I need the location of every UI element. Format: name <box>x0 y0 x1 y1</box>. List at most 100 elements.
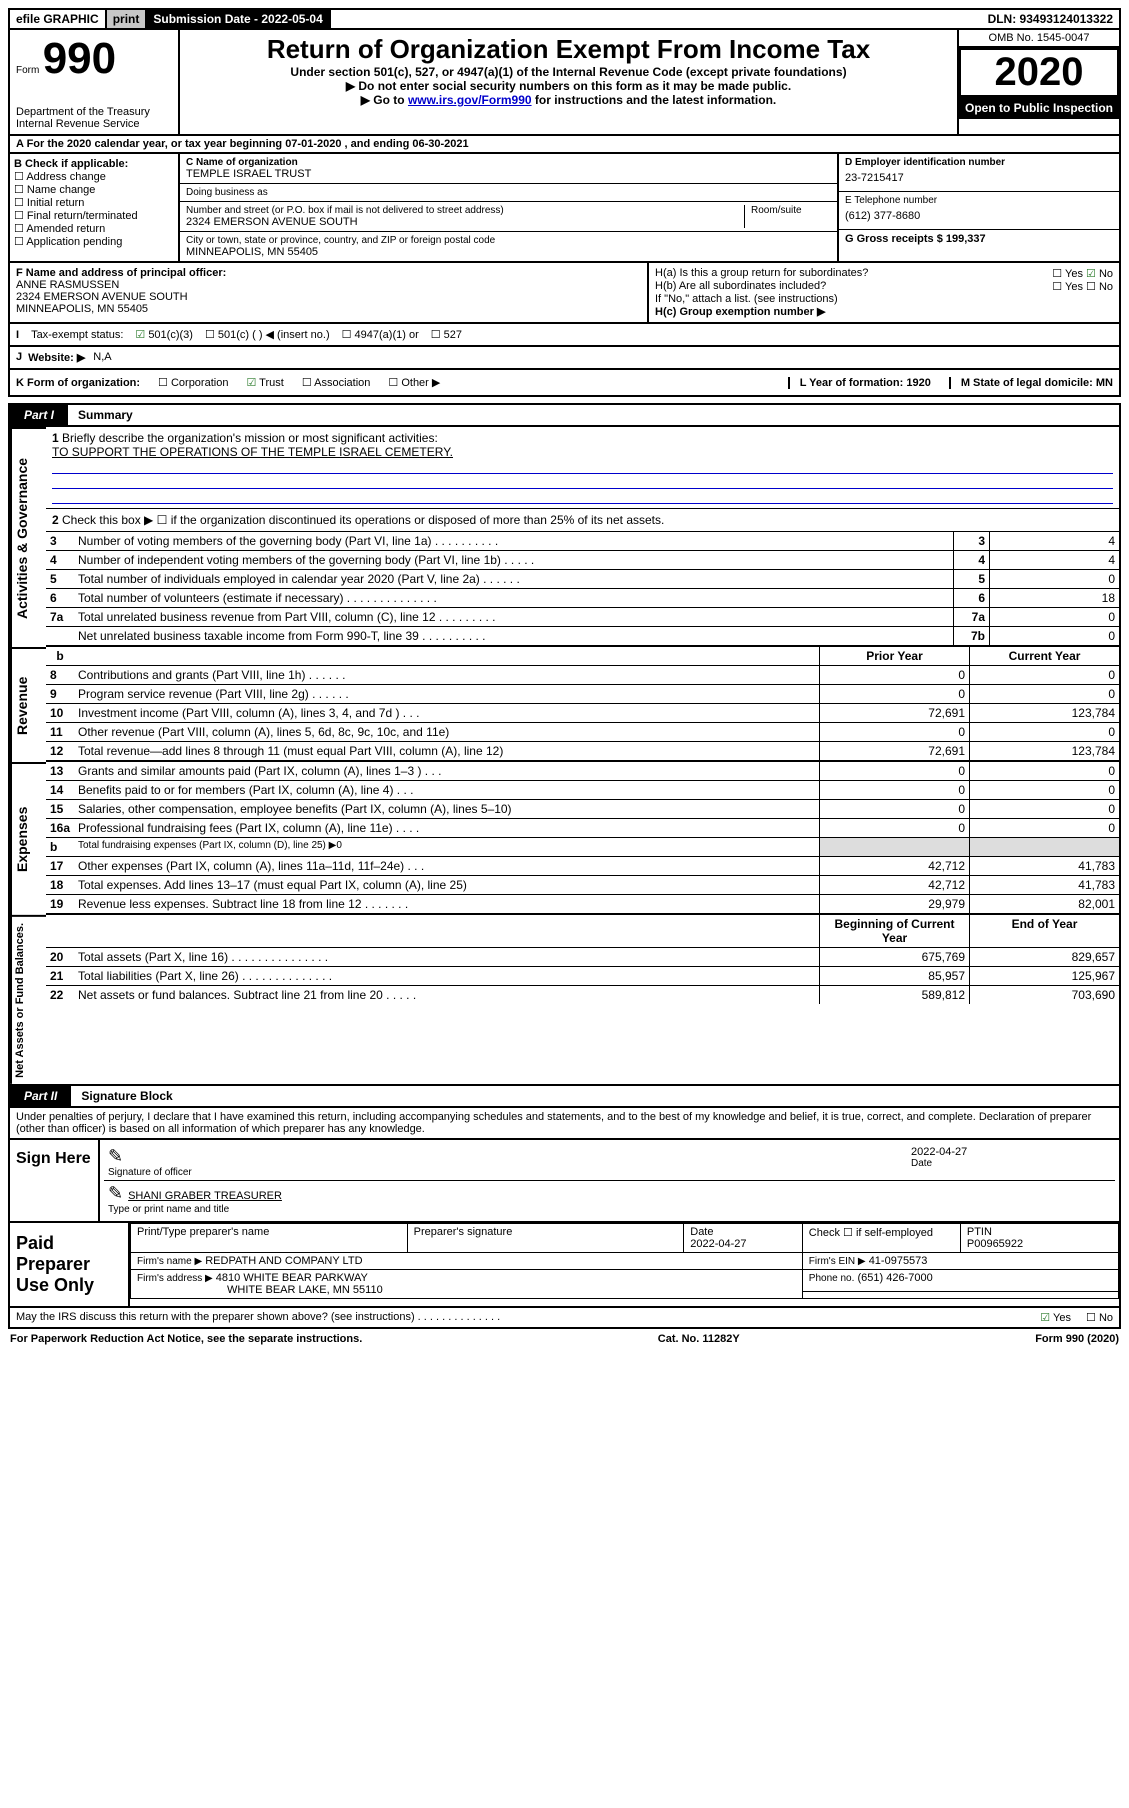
website-label: Website: ▶ <box>28 351 85 364</box>
line-text: Number of independent voting members of … <box>74 551 953 569</box>
tax-year: 2020 <box>959 48 1119 97</box>
chk-527[interactable]: 527 <box>431 328 462 341</box>
firm-ein-label: Firm's EIN ▶ <box>809 1256 866 1267</box>
line-text: Contributions and grants (Part VIII, lin… <box>74 666 819 684</box>
governance-label: Activities & Governance <box>10 427 46 647</box>
line-num: 7a <box>46 608 74 626</box>
print-button[interactable]: print <box>107 10 148 28</box>
part-ii-header: Part II Signature Block <box>8 1086 1121 1108</box>
hb-no[interactable]: No <box>1086 281 1113 293</box>
ha-yes[interactable]: Yes <box>1052 268 1083 280</box>
line-text: Total number of volunteers (estimate if … <box>74 589 953 607</box>
line-num: 8 <box>46 666 74 684</box>
line-num: 14 <box>46 781 74 799</box>
hb-yes[interactable]: Yes <box>1052 281 1083 293</box>
line-num: 21 <box>46 967 74 985</box>
chk-amended[interactable]: Amended return <box>14 222 174 235</box>
prior-val <box>819 838 969 856</box>
open-to-public: Open to Public Inspection <box>959 97 1119 119</box>
entity-info-grid: B Check if applicable: Address change Na… <box>8 154 1121 263</box>
prior-val: 29,979 <box>819 895 969 913</box>
chk-trust[interactable]: Trust <box>246 376 283 389</box>
officer-addr2: MINNEAPOLIS, MN 55405 <box>16 303 641 315</box>
prep-date-hdr: Date <box>690 1226 713 1238</box>
chk-corp[interactable]: Corporation <box>158 376 228 389</box>
discuss-no[interactable]: No <box>1086 1312 1113 1324</box>
curr-val: 0 <box>969 666 1119 684</box>
line-num: 13 <box>46 762 74 780</box>
chk-4947[interactable]: 4947(a)(1) or <box>342 328 419 341</box>
line-text: Total unrelated business revenue from Pa… <box>74 608 953 626</box>
firm-phone: (651) 426-7000 <box>857 1272 932 1284</box>
gross-receipts: G Gross receipts $ 199,337 <box>839 230 1119 248</box>
discuss-yes[interactable]: Yes <box>1040 1312 1071 1324</box>
form-header: Form 990 Department of the Treasury Inte… <box>8 30 1121 136</box>
chk-address-change[interactable]: Address change <box>14 170 174 183</box>
line-text: Net unrelated business taxable income fr… <box>74 627 953 645</box>
curr-val: 123,784 <box>969 704 1119 722</box>
line-num: 22 <box>46 986 74 1004</box>
curr-val: 41,783 <box>969 857 1119 875</box>
subtitle-2: ▶ Do not enter social security numbers o… <box>186 79 951 93</box>
year-formation: L Year of formation: 1920 <box>788 377 931 389</box>
line-box: 7b <box>953 627 989 645</box>
expenses-label: Expenses <box>10 762 46 915</box>
dln-label: DLN: 93493124013322 <box>982 10 1119 28</box>
prior-val: 0 <box>819 781 969 799</box>
prior-year-hdr: Prior Year <box>819 647 969 665</box>
mission-line <box>52 459 1113 474</box>
line-box: 7a <box>953 608 989 626</box>
prior-val: 72,691 <box>819 704 969 722</box>
line-text: Professional fundraising fees (Part IX, … <box>74 819 819 837</box>
ha-no[interactable]: No <box>1086 268 1113 280</box>
chk-app-pending[interactable]: Application pending <box>14 235 174 248</box>
submission-date: Submission Date - 2022-05-04 <box>147 10 330 28</box>
room-label: Room/suite <box>745 205 831 228</box>
instructions-link[interactable]: www.irs.gov/Form990 <box>408 93 532 107</box>
firm-name-label: Firm's name ▶ <box>137 1256 202 1267</box>
chk-501c3[interactable]: 501(c)(3) <box>135 328 193 341</box>
line-num: 4 <box>46 551 74 569</box>
chk-other[interactable]: Other ▶ <box>388 376 440 389</box>
sig-officer-label: Signature of officer <box>108 1167 891 1178</box>
firm-name: REDPATH AND COMPANY LTD <box>205 1255 362 1267</box>
chk-final-return[interactable]: Final return/terminated <box>14 209 174 222</box>
line-num: 3 <box>46 532 74 550</box>
preparer-block: Paid Preparer Use Only Print/Type prepar… <box>8 1223 1121 1308</box>
k-label: K Form of organization: <box>16 377 140 389</box>
org-name: TEMPLE ISRAEL TRUST <box>186 168 831 180</box>
line-text: Number of voting members of the governin… <box>74 532 953 550</box>
prior-val: 72,691 <box>819 742 969 760</box>
line-text: Other expenses (Part IX, column (A), lin… <box>74 857 819 875</box>
date-label: Date <box>911 1158 1111 1169</box>
subtitle-1: Under section 501(c), 527, or 4947(a)(1)… <box>186 65 951 79</box>
line-box: 6 <box>953 589 989 607</box>
prep-selfemp[interactable]: Check ☐ if self-employed <box>802 1223 960 1252</box>
curr-val: 0 <box>969 819 1119 837</box>
curr-val: 703,690 <box>969 986 1119 1004</box>
line-val: 4 <box>989 532 1119 550</box>
line-text: Revenue less expenses. Subtract line 18 … <box>74 895 819 913</box>
website-value: N,A <box>93 351 111 364</box>
prior-val: 0 <box>819 666 969 684</box>
discuss-row: May the IRS discuss this return with the… <box>8 1308 1121 1329</box>
prior-val: 42,712 <box>819 857 969 875</box>
mission-line <box>52 489 1113 504</box>
prior-val: 675,769 <box>819 948 969 966</box>
curr-val: 0 <box>969 723 1119 741</box>
chk-assoc[interactable]: Association <box>302 376 371 389</box>
mission-line <box>52 474 1113 489</box>
addr-label: Number and street (or P.O. box if mail i… <box>186 205 744 216</box>
summary-grid: Activities & Governance 1 Briefly descri… <box>8 427 1121 1086</box>
chk-initial-return[interactable]: Initial return <box>14 196 174 209</box>
name-title-label: Type or print name and title <box>108 1204 1111 1215</box>
form-number: 990 <box>43 34 116 83</box>
chk-501c[interactable]: 501(c) ( ) ◀ (insert no.) <box>205 328 330 341</box>
line-val: 18 <box>989 589 1119 607</box>
form-org-row: K Form of organization: Corporation Trus… <box>8 370 1121 397</box>
line-box: 4 <box>953 551 989 569</box>
chk-name-change[interactable]: Name change <box>14 183 174 196</box>
part-i-header: Part I Summary <box>8 403 1121 427</box>
prep-date: 2022-04-27 <box>690 1238 746 1250</box>
line-num: 11 <box>46 723 74 741</box>
